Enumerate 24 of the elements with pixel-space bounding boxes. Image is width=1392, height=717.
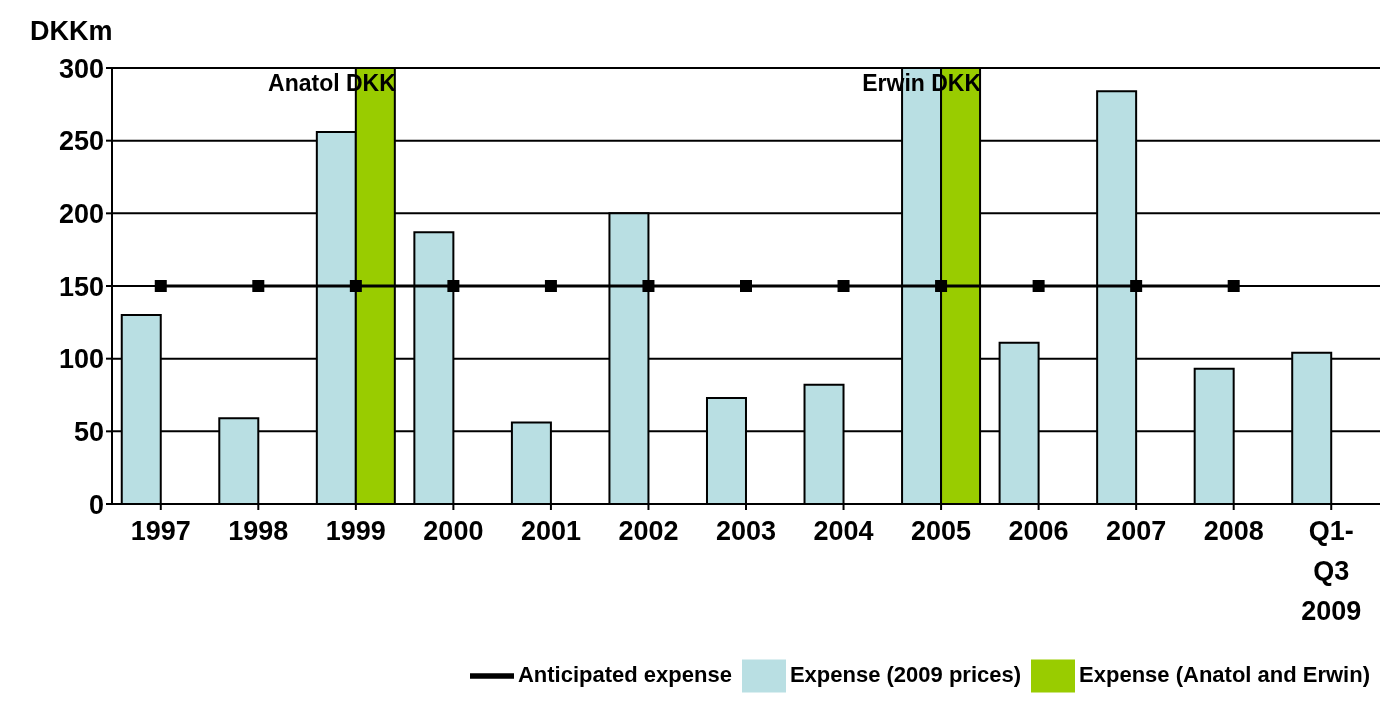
x-tick-label: 2008 — [1203, 516, 1264, 546]
y-tick-label: 300 — [58, 53, 104, 84]
legend-label: Anticipated expense — [517, 661, 732, 687]
x-tick-label: 2007 — [1106, 516, 1167, 546]
legend-label: Expense (Anatol and Erwin) — [1079, 661, 1370, 687]
y-axis-title: DKKm — [30, 16, 113, 47]
x-tick-label: Q1-Q3 2009 — [1301, 516, 1362, 626]
x-tick-label: 2004 — [813, 516, 874, 546]
legend-label: Expense (2009 prices) — [789, 661, 1022, 687]
x-tick-label: 1999 — [325, 516, 386, 546]
x-tick-label: 2000 — [423, 516, 484, 546]
x-tick-label: 1997 — [130, 516, 191, 546]
y-tick-label: 50 — [73, 416, 104, 447]
x-tick-label: 2002 — [618, 516, 679, 546]
y-tick-label: 0 — [88, 489, 104, 520]
y-tick-label: 100 — [58, 344, 104, 375]
x-tick-label: 2006 — [1008, 516, 1069, 546]
x-tick-label: 2001 — [520, 516, 581, 546]
x-tick-label: 2003 — [715, 516, 777, 546]
x-tick-label: 2005 — [911, 516, 972, 546]
y-tick-label: 250 — [58, 126, 104, 157]
y-tick-label: 150 — [58, 271, 104, 302]
y-tick-label: 200 — [58, 198, 104, 229]
x-tick-label: 1998 — [228, 516, 289, 546]
